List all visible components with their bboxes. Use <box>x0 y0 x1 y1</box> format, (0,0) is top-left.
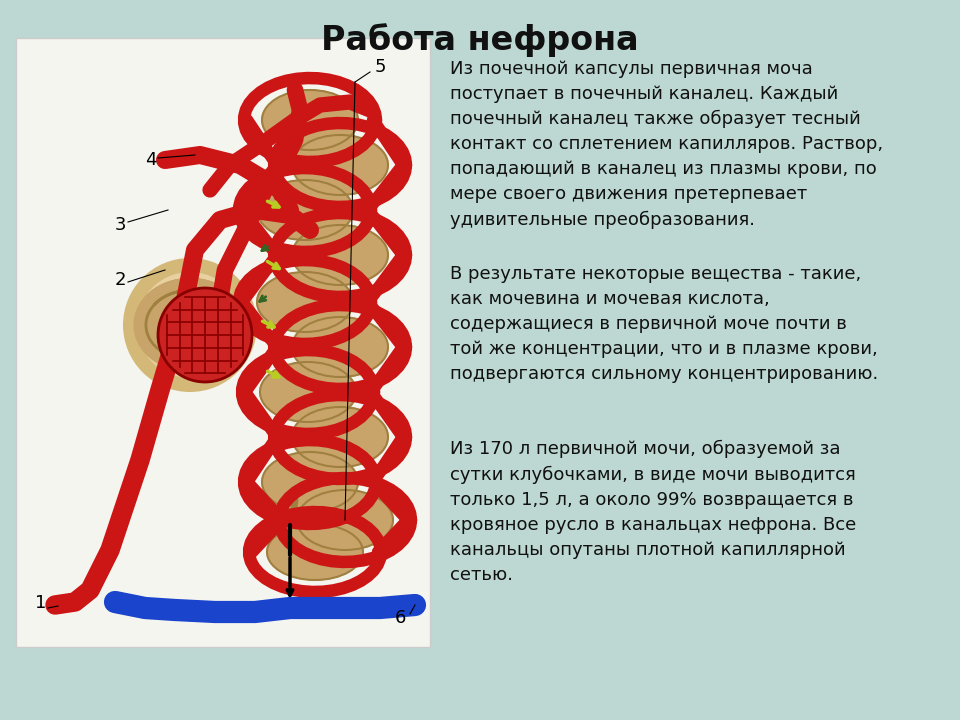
Ellipse shape <box>297 490 393 550</box>
Text: 2: 2 <box>115 271 127 289</box>
Text: Работа нефрона: Работа нефрона <box>322 23 638 57</box>
Ellipse shape <box>267 524 363 580</box>
Circle shape <box>123 258 257 392</box>
Ellipse shape <box>292 317 388 377</box>
Ellipse shape <box>262 90 358 150</box>
Ellipse shape <box>260 362 356 422</box>
Ellipse shape <box>292 225 388 285</box>
Circle shape <box>160 290 250 380</box>
Ellipse shape <box>257 180 353 240</box>
Ellipse shape <box>292 135 388 195</box>
Text: 1: 1 <box>35 594 46 612</box>
Ellipse shape <box>262 452 358 512</box>
Text: В результате некоторые вещества - такие,
как мочевина и мочевая кислота,
содержа: В результате некоторые вещества - такие,… <box>450 265 878 383</box>
Text: 4: 4 <box>145 151 156 169</box>
FancyBboxPatch shape <box>16 38 430 647</box>
Text: 6: 6 <box>395 609 406 627</box>
Text: 3: 3 <box>115 216 127 234</box>
Ellipse shape <box>292 407 388 467</box>
Text: 5: 5 <box>375 58 387 76</box>
Text: Из 170 л первичной мочи, образуемой за
сутки клубочками, в виде мочи выводится
т: Из 170 л первичной мочи, образуемой за с… <box>450 440 856 584</box>
Circle shape <box>137 272 243 378</box>
Ellipse shape <box>257 272 353 332</box>
Text: Из почечной капсулы первичная моча
поступает в почечный каналец. Каждый
почечный: Из почечной капсулы первичная моча посту… <box>450 60 883 229</box>
